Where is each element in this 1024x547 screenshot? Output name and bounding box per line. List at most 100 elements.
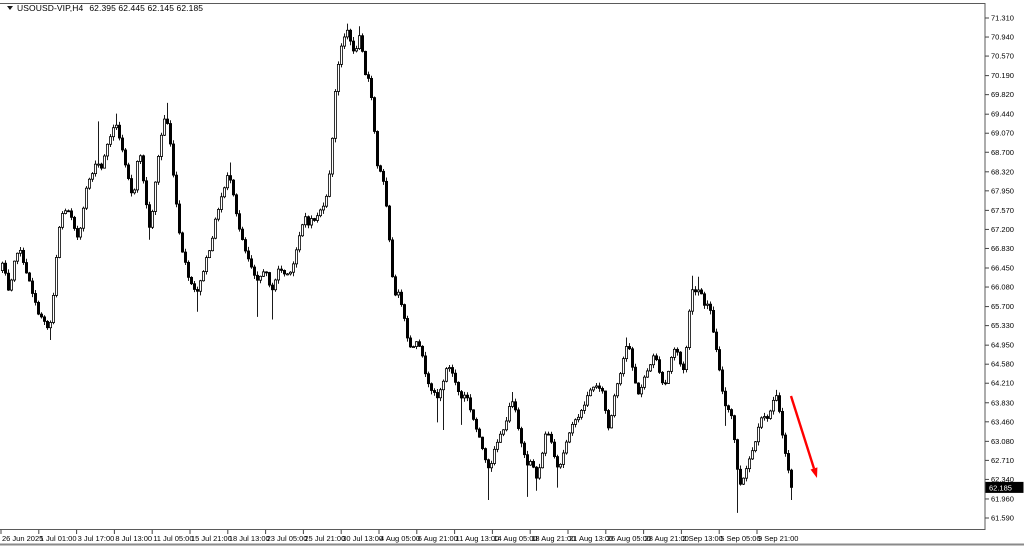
candle-body bbox=[327, 173, 331, 197]
candle-body bbox=[613, 395, 617, 417]
candle-body bbox=[742, 477, 746, 485]
candle-body bbox=[4, 262, 8, 274]
candle-body bbox=[417, 341, 421, 347]
price-axis-label: 71.310 bbox=[991, 14, 1014, 23]
candle-body bbox=[438, 389, 442, 399]
candle-body bbox=[414, 341, 418, 347]
candle-body bbox=[483, 448, 487, 461]
candle-body bbox=[64, 210, 68, 214]
time-axis-label: 30 Jul 13:00 bbox=[342, 534, 383, 543]
candle-body bbox=[273, 279, 277, 291]
candle-body bbox=[468, 397, 472, 411]
candle-body bbox=[733, 415, 737, 441]
candle-body bbox=[541, 452, 545, 469]
candle-body bbox=[486, 459, 490, 469]
candle-body bbox=[109, 136, 113, 145]
candle-body bbox=[577, 416, 581, 421]
candle-body bbox=[354, 48, 358, 52]
candle-body bbox=[769, 410, 773, 419]
candle-body bbox=[640, 386, 644, 395]
candle-body bbox=[688, 310, 692, 348]
candle-body bbox=[106, 143, 110, 157]
candle-body bbox=[411, 346, 415, 348]
candle-body bbox=[477, 428, 481, 438]
candle-body bbox=[676, 348, 680, 353]
candle-body bbox=[52, 294, 56, 323]
candle-body bbox=[168, 123, 172, 145]
candle-body bbox=[312, 218, 316, 221]
price-axis-label: 65.330 bbox=[991, 321, 1014, 330]
candle-body bbox=[547, 433, 551, 436]
candle-body bbox=[150, 211, 154, 228]
candle-body bbox=[649, 364, 653, 372]
candle-body bbox=[297, 235, 301, 251]
candle-body bbox=[526, 454, 530, 466]
candle-body bbox=[285, 273, 289, 276]
candle-body bbox=[529, 461, 533, 466]
symbol-dropdown-icon[interactable] bbox=[7, 6, 13, 10]
candle-body bbox=[303, 216, 307, 226]
candle-body bbox=[121, 137, 125, 151]
candle-body bbox=[282, 270, 286, 275]
candle-body bbox=[7, 272, 11, 291]
candle-body bbox=[127, 164, 131, 179]
candle-body bbox=[727, 405, 731, 411]
candle-body bbox=[532, 461, 536, 468]
price-axis-label: 63.460 bbox=[991, 417, 1014, 426]
candle-body bbox=[498, 433, 502, 443]
candle-body bbox=[538, 467, 542, 479]
candle-body bbox=[456, 381, 460, 393]
time-axis-label: 11 Jul 05:00 bbox=[153, 534, 193, 543]
candle-body bbox=[643, 376, 647, 388]
current-price-badge bbox=[985, 481, 1024, 493]
candle-body bbox=[27, 272, 31, 282]
candle-body bbox=[369, 77, 373, 98]
trend-arrow-line bbox=[789, 395, 816, 469]
candle-body bbox=[183, 251, 187, 263]
candle-body bbox=[589, 389, 593, 397]
time-axis-label: 25 Jul 21:00 bbox=[304, 534, 345, 543]
trend-arrow-head bbox=[810, 467, 818, 478]
candle-body bbox=[562, 452, 566, 465]
candle-body bbox=[607, 410, 611, 429]
price-axis-label: 61.590 bbox=[991, 514, 1014, 523]
candle-body bbox=[216, 209, 220, 220]
candle-body bbox=[159, 134, 163, 157]
trend-arrow-annotation[interactable] bbox=[789, 395, 818, 478]
time-axis-label: 5 Sep 05:00 bbox=[720, 534, 760, 543]
candle-body bbox=[9, 279, 13, 291]
candle-body bbox=[21, 249, 25, 263]
candle-body bbox=[34, 293, 38, 303]
candle-body bbox=[718, 349, 722, 371]
candle-body bbox=[249, 258, 253, 268]
candle-body bbox=[601, 387, 605, 392]
price-axis-label: 70.940 bbox=[991, 33, 1014, 42]
candle-body bbox=[147, 204, 151, 228]
candle-body bbox=[351, 40, 355, 52]
candle-body bbox=[118, 124, 122, 139]
candle-body bbox=[162, 118, 166, 136]
price-axis-label: 66.080 bbox=[991, 283, 1014, 292]
candle-body bbox=[156, 156, 160, 183]
candles-group[interactable] bbox=[0, 23, 794, 513]
candle-body bbox=[450, 367, 454, 374]
price-axis-label: 69.440 bbox=[991, 110, 1014, 119]
candle-body bbox=[610, 415, 614, 429]
time-axis-label: 11 Aug 13:00 bbox=[456, 534, 500, 543]
candle-body bbox=[501, 429, 505, 435]
candle-body bbox=[751, 450, 755, 460]
candle-body bbox=[189, 276, 193, 285]
candle-body bbox=[246, 250, 250, 260]
candle-body bbox=[231, 179, 235, 196]
candle-body bbox=[670, 356, 674, 372]
price-axis-label: 64.950 bbox=[991, 341, 1014, 350]
price-axis-label: 67.950 bbox=[991, 186, 1014, 195]
candle-body bbox=[691, 289, 695, 312]
candle-body bbox=[553, 441, 557, 457]
candle-body bbox=[504, 420, 508, 431]
candle-body bbox=[0, 262, 5, 271]
candle-body bbox=[103, 155, 107, 169]
candle-body bbox=[192, 283, 196, 290]
candle-body bbox=[372, 97, 376, 132]
